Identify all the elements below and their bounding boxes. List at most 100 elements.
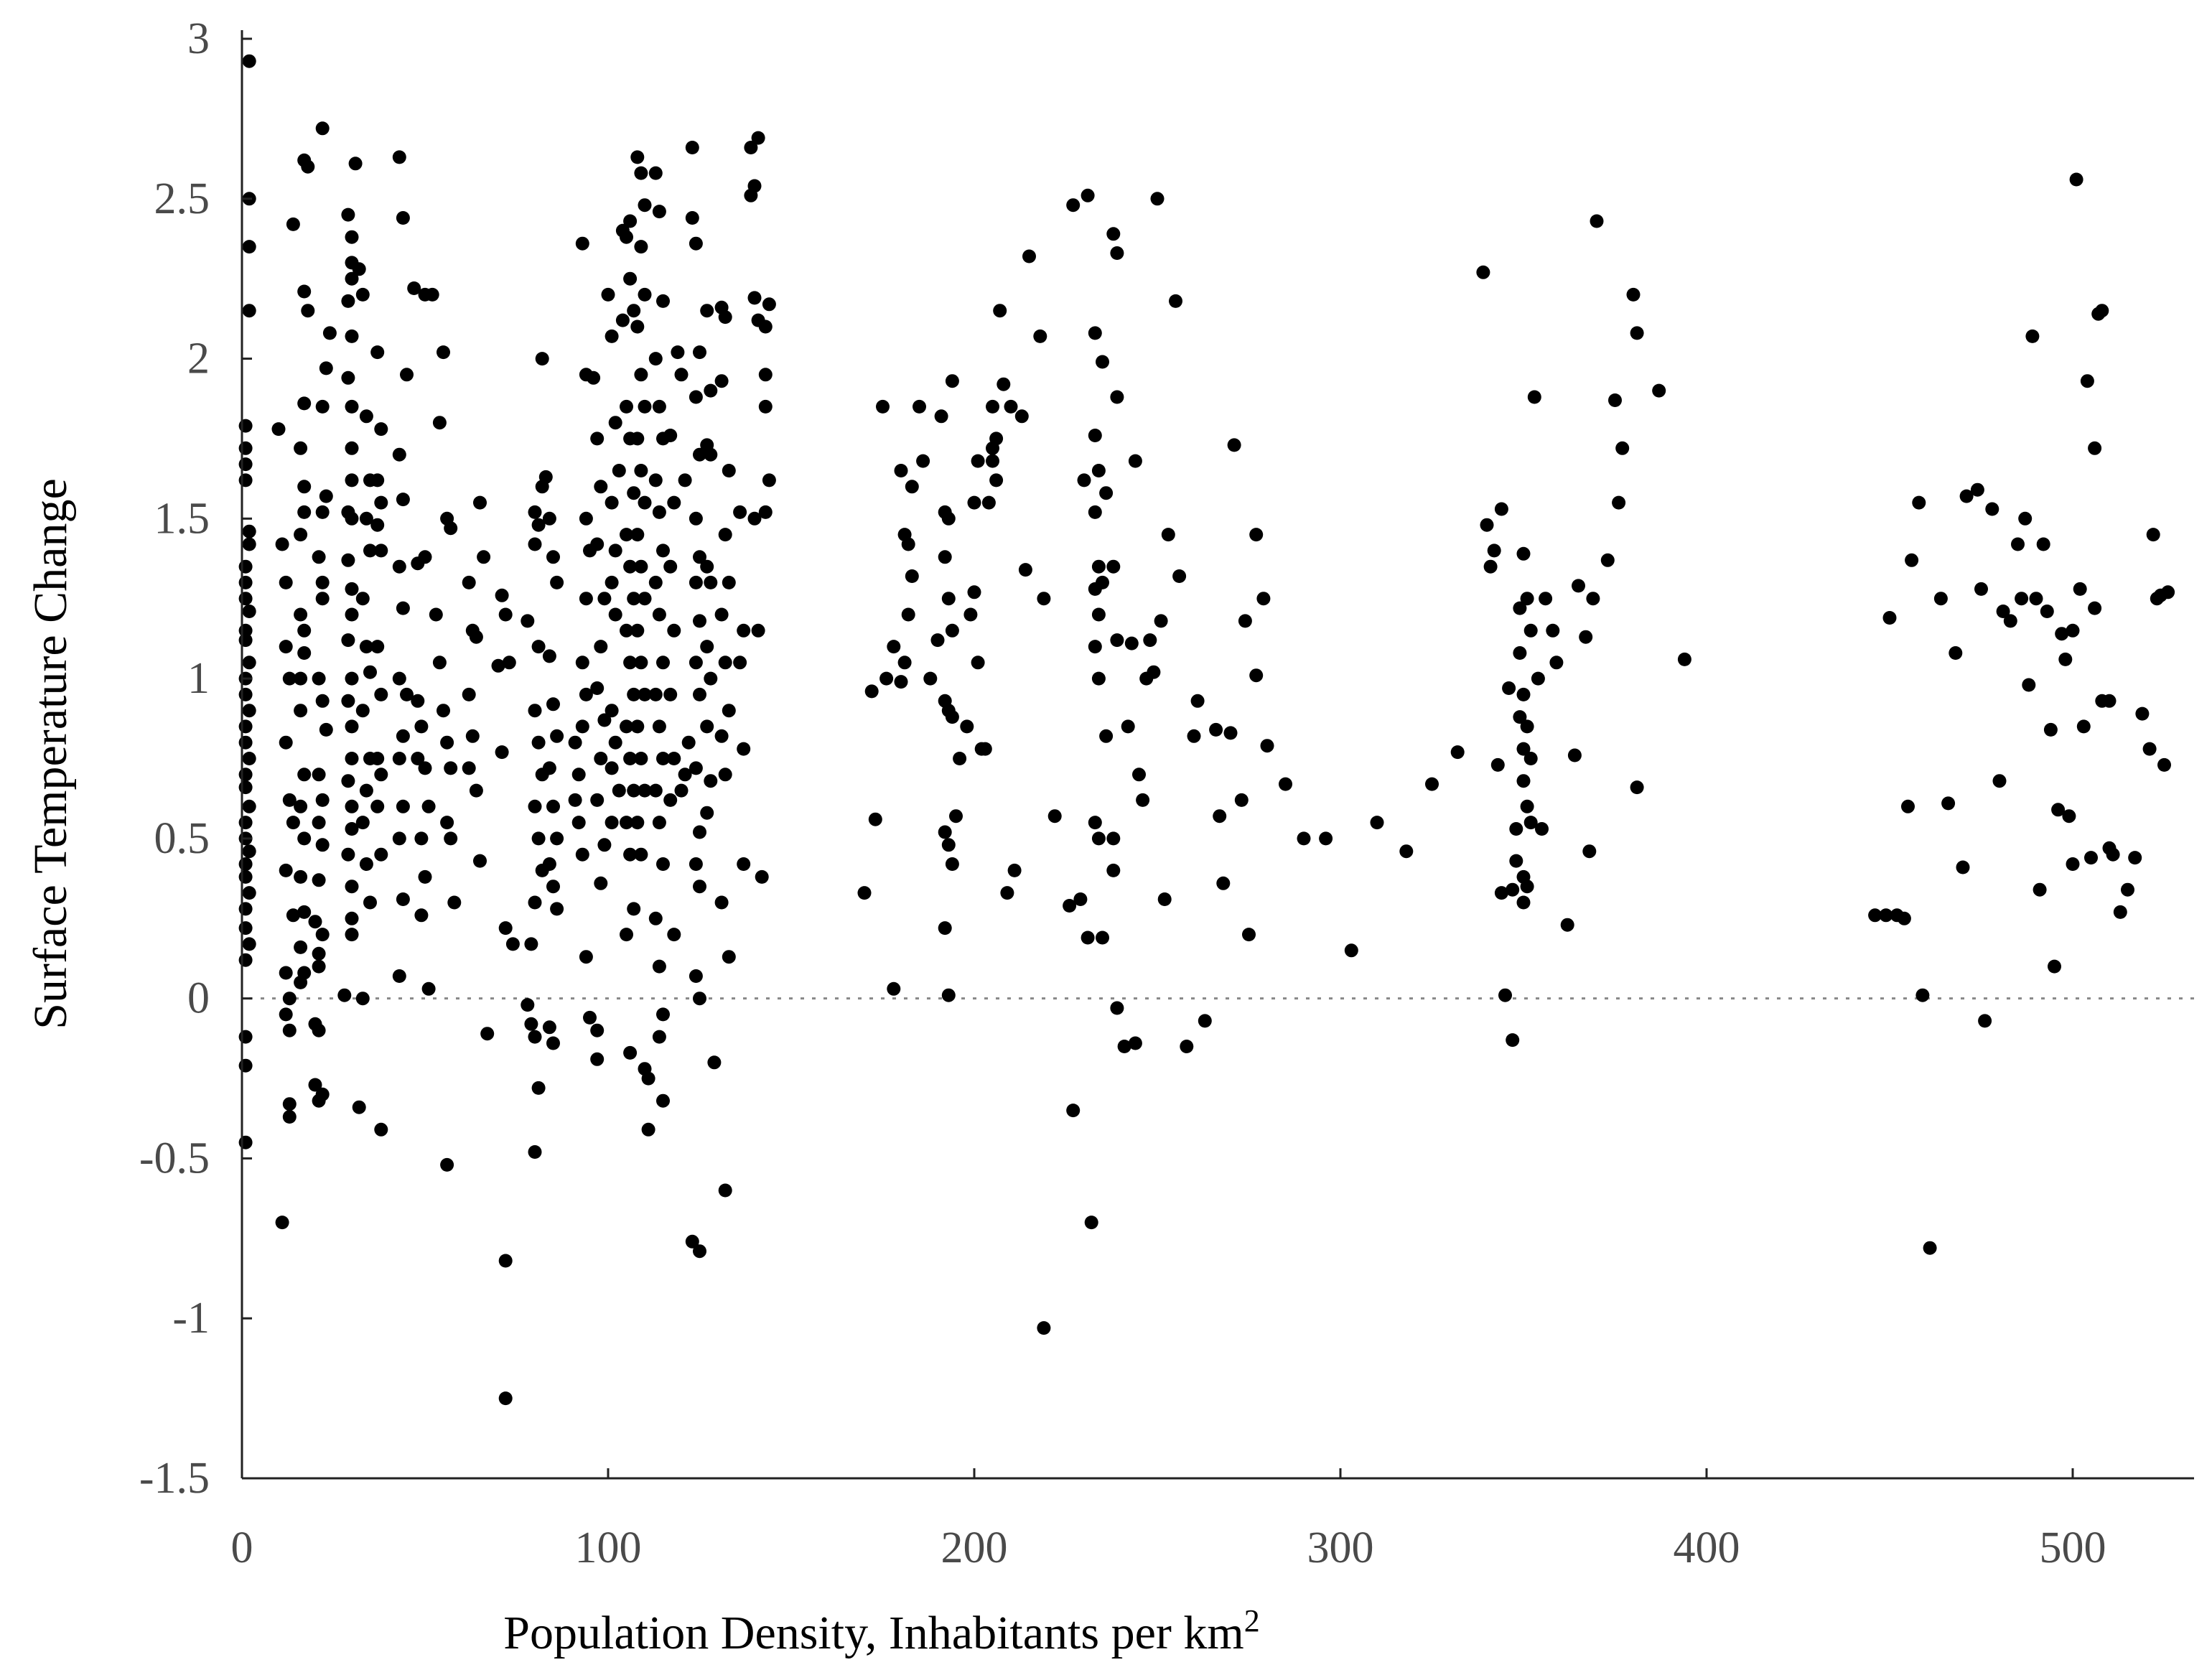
data-point [605,575,619,589]
data-point [656,656,670,670]
data-point [297,646,312,660]
data-point [297,284,312,299]
data-point [374,1122,388,1137]
data-point [605,761,619,775]
data-point [923,671,938,686]
data-point [2073,582,2087,596]
data-point [396,892,410,906]
data-point [1483,559,1498,574]
data-point [1970,482,1984,497]
data-point [1531,671,1545,686]
data-point [279,1007,293,1022]
data-point [359,783,373,798]
data-point [864,684,879,699]
data-point [312,1023,326,1037]
data-point [693,825,706,839]
data-point [1063,899,1077,913]
data-point [242,240,256,254]
data-point [1128,1036,1142,1050]
data-point [319,722,333,737]
data-point [623,271,638,286]
data-point [400,687,414,701]
data-point [238,780,253,795]
data-point [594,640,608,654]
data-point [737,857,751,871]
data-point [312,768,326,782]
data-point [1498,988,1512,1002]
data-point [693,1244,706,1259]
data-point [531,1081,546,1095]
data-point [462,761,476,775]
data-point [411,752,425,765]
data-point [1106,831,1121,846]
data-point [638,495,652,510]
data-point [857,886,872,900]
data-point [294,607,308,622]
data-point [718,768,732,782]
data-point [521,998,535,1012]
data-point [345,928,359,942]
data-point [1923,1241,1937,1255]
data-point [345,752,359,765]
data-point [1572,579,1585,593]
data-point [1234,793,1249,807]
data-point [286,908,300,923]
data-point [674,368,689,382]
data-point [524,1017,538,1031]
data-point [989,432,1004,446]
data-point [594,480,608,494]
data-point [648,352,663,366]
data-point [282,1110,297,1124]
data-point [997,377,1011,391]
data-point [444,521,458,536]
data-point [370,640,385,654]
data-point [440,735,454,750]
data-point [396,799,410,813]
data-point [392,447,406,462]
data-point [667,928,681,942]
data-point [1612,495,1626,510]
data-point [1319,831,1333,846]
data-point [315,575,330,589]
data-point [315,592,330,606]
data-point [411,694,425,708]
data-point [704,447,718,462]
data-point [238,735,253,750]
data-point [531,735,546,750]
data-point [941,592,956,606]
data-point [1608,393,1622,407]
data-point [652,205,666,219]
data-point [345,880,359,894]
data-point [538,470,553,484]
data-point [1941,796,1956,811]
data-point [345,329,359,343]
data-point [2011,537,2025,551]
data-point [941,838,956,852]
data-point [282,671,297,686]
data-point [579,687,593,701]
data-point [634,464,648,477]
data-point [345,441,359,455]
data-point [634,559,648,574]
data-point [2055,627,2069,641]
data-point [1084,1216,1098,1230]
data-point [938,921,952,936]
data-point [1279,777,1292,791]
data-point [605,495,619,510]
data-point [1037,1321,1051,1335]
data-point [337,988,352,1002]
data-point [1018,563,1032,577]
data-point [1996,605,2010,618]
data-point [396,493,410,507]
data-point [242,752,256,765]
data-point [294,940,308,954]
data-point [421,981,436,996]
data-point [1091,464,1106,477]
data-points [238,54,2175,1406]
data-point [355,287,370,302]
data-point [945,623,959,638]
data-point [634,847,648,862]
y-tick-label: -0.5 [139,1134,210,1182]
data-point [1117,1040,1131,1053]
data-point [374,768,388,782]
